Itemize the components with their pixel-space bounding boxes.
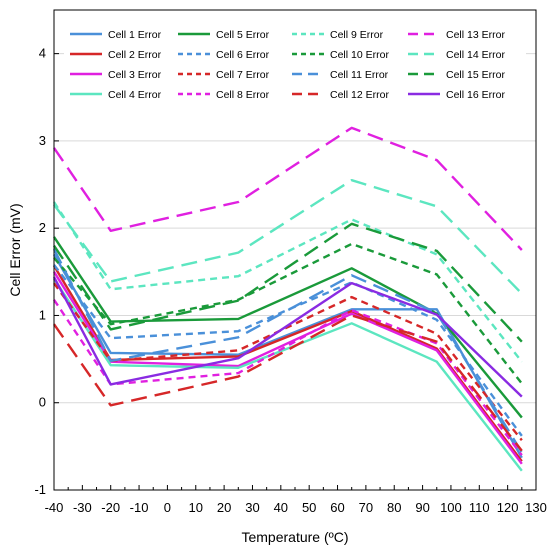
series-line [52,201,523,363]
y-tick-label: 2 [39,220,46,235]
legend-entry: Cell 10 Error [330,49,389,61]
x-tick-label: 30 [245,500,259,515]
x-tick-label: 120 [497,500,519,515]
legend-entry: Cell 14 Error [446,49,505,61]
series-line [52,248,523,454]
x-tick-label: 20 [217,500,231,515]
x-tick-label: 90 [415,500,429,515]
legend-entry: Cell 15 Error [446,69,505,81]
y-tick-label: -1 [34,482,46,497]
series-line [53,126,523,251]
legend-entry: Cell 8 Error [216,89,270,101]
legend: Cell 1 Error Cell 2 Error Cell 3 Error Cell… [64,22,526,106]
series-line [53,242,523,385]
legend-entry: Cell 16 Error [446,89,505,101]
series-line [53,178,523,295]
legend-background [64,22,526,106]
legend-entry: Cell 12 Error [330,89,389,101]
y-tick-label: 4 [39,46,46,61]
y-tick-label: 0 [39,395,46,410]
x-tick-label: 0 [164,500,171,515]
legend-entry: Cell 6 Error [216,49,270,61]
legend-entry: Cell 7 Error [216,69,270,81]
legend-entry: Cell 11 Error [330,69,389,81]
series-lines [52,126,523,472]
legend-entry: Cell 4 Error [108,89,162,101]
x-tick-label: 70 [359,500,373,515]
series-line [53,299,523,456]
x-axis-title: Temperature (ºC) [241,529,348,545]
series-line [53,236,523,419]
series-line [52,271,523,465]
series-line [52,276,523,398]
x-tick-label: 10 [189,500,203,515]
series-line [53,222,523,343]
x-tick-label: 40 [274,500,288,515]
x-tick-label: -30 [73,500,92,515]
x-tick-label: 110 [469,500,490,515]
legend-entry: Cell 2 Error [108,49,162,61]
y-tick-label: 1 [39,307,46,322]
x-tick-label: -40 [45,500,64,515]
legend-entry: Cell 13 Error [446,29,505,41]
x-tick-label: 60 [330,500,344,515]
legend-entry: Cell 5 Error [216,29,270,41]
x-tick-label: 130 [525,500,547,515]
legend-entry: Cell 3 Error [108,69,162,81]
x-tick-label: -20 [101,500,120,515]
series-line [53,314,523,452]
legend-entry: Cell 9 Error [330,29,384,41]
x-tick-label: -10 [130,500,149,515]
x-tick-label: 80 [387,500,401,515]
series-line [52,253,523,459]
legend-entry: Cell 1 Error [108,29,162,41]
axes [53,9,537,491]
x-tick-label: 50 [302,500,316,515]
y-tick-label: 3 [39,133,46,148]
x-tick-label: 100 [440,500,462,515]
y-axis-title: Cell Error (mV) [7,203,23,296]
